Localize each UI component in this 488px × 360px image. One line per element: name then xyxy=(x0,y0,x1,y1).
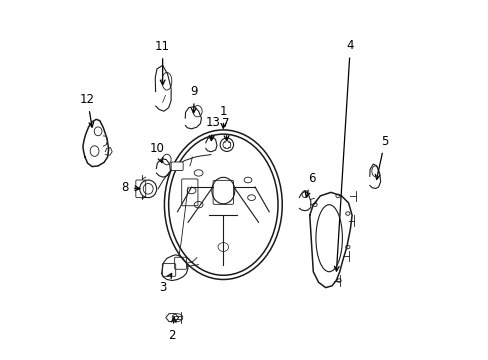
Text: 6: 6 xyxy=(305,172,315,197)
Text: 10: 10 xyxy=(149,142,164,163)
Text: 5: 5 xyxy=(375,135,388,179)
Text: 2: 2 xyxy=(168,318,176,342)
FancyBboxPatch shape xyxy=(171,162,183,171)
Text: 3: 3 xyxy=(159,274,171,294)
Text: 13: 13 xyxy=(205,116,220,140)
Text: 4: 4 xyxy=(334,40,353,271)
Text: 1: 1 xyxy=(219,105,226,128)
Text: 12: 12 xyxy=(80,93,95,127)
Text: 8: 8 xyxy=(122,181,140,194)
Text: 9: 9 xyxy=(190,85,198,113)
Text: 7: 7 xyxy=(222,117,229,140)
Text: 11: 11 xyxy=(155,40,170,85)
